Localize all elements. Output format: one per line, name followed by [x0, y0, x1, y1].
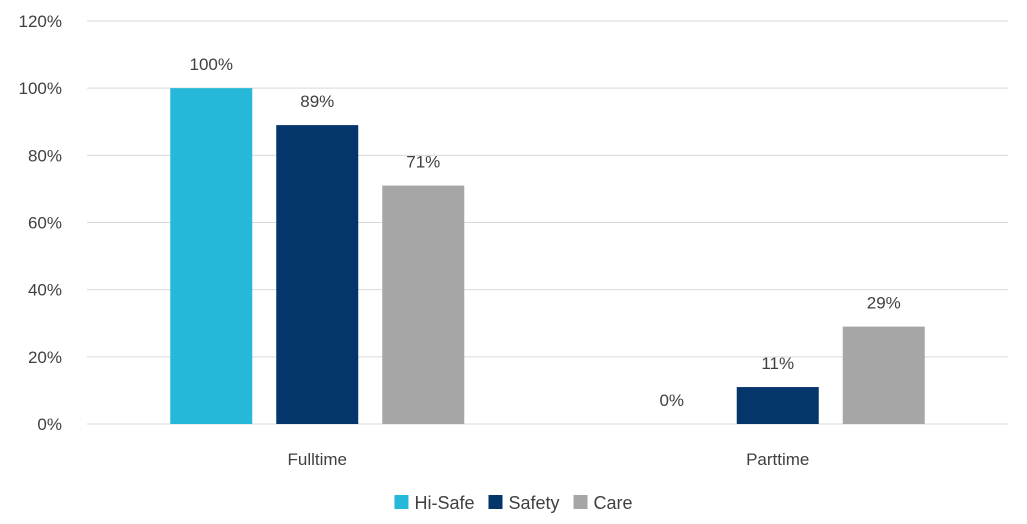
legend-item-safety: Safety: [488, 493, 560, 513]
bar-hi-safe-fulltime: [170, 88, 253, 425]
data-labels: 100% 89% 71% 0% 11% 29%: [190, 55, 901, 410]
y-tick-label: 40%: [28, 281, 62, 300]
data-label: 0%: [659, 391, 684, 410]
data-label: 71%: [406, 153, 440, 172]
legend-item-care: Care: [573, 493, 633, 513]
legend-item-hi-safe: Hi-Safe: [394, 493, 474, 513]
y-tick-label: 0%: [37, 415, 62, 434]
y-tick-label: 120%: [19, 12, 62, 31]
legend-label: Safety: [508, 493, 559, 513]
category-labels: Fulltime Parttime: [287, 450, 809, 469]
y-axis-tick-labels: 0% 20% 40% 60% 80% 100% 120%: [19, 12, 62, 434]
data-label: 29%: [867, 294, 901, 313]
bar-care-fulltime: [382, 185, 465, 424]
y-tick-label: 60%: [28, 214, 62, 233]
y-tick-label: 80%: [28, 146, 62, 165]
legend-label: Care: [594, 493, 633, 513]
y-tick-label: 20%: [28, 348, 62, 367]
y-tick-label: 100%: [19, 79, 62, 98]
legend: Hi-Safe Safety Care: [394, 493, 633, 513]
bar-safety-fulltime: [276, 125, 359, 424]
category-label: Fulltime: [287, 450, 347, 469]
bar-safety-parttime: [736, 387, 819, 424]
legend-swatch: [488, 495, 503, 509]
bar-care-parttime: [842, 326, 925, 424]
legend-swatch: [394, 495, 409, 509]
legend-swatch: [573, 495, 588, 509]
data-label: 100%: [190, 55, 233, 74]
bars: [170, 88, 925, 425]
data-label: 89%: [300, 92, 334, 111]
data-label: 11%: [761, 354, 794, 373]
category-label: Parttime: [746, 450, 809, 469]
legend-label: Hi-Safe: [414, 493, 474, 513]
